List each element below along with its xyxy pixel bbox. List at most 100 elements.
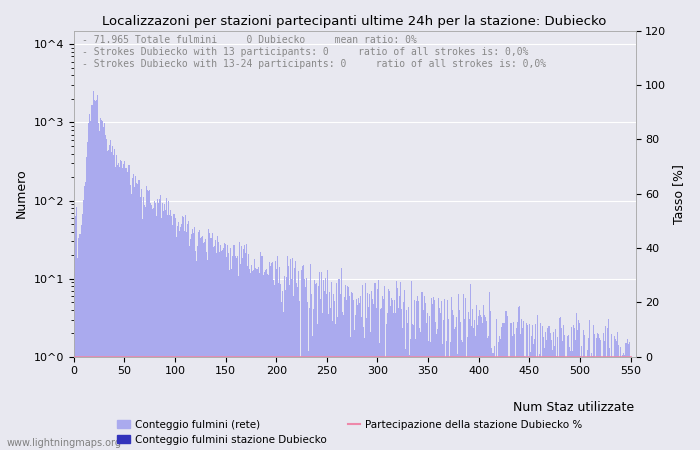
Bar [567, 336, 568, 450]
Bar [546, 340, 547, 450]
Bar [591, 353, 592, 450]
Bar [617, 332, 618, 450]
Bar [142, 219, 143, 450]
Bar [326, 293, 328, 450]
Bar [528, 324, 530, 450]
Bar [522, 328, 523, 450]
Bar [163, 212, 164, 450]
Bar [507, 315, 508, 450]
Bar [383, 299, 384, 450]
Bar [148, 191, 149, 450]
Bar [333, 294, 335, 450]
Bar [323, 280, 324, 450]
Bar [408, 306, 409, 450]
Bar [594, 357, 596, 450]
Bar [97, 122, 99, 450]
Bar [279, 267, 280, 450]
Bar [582, 357, 584, 450]
Bar [120, 160, 121, 450]
Bar [616, 341, 617, 450]
Bar [197, 246, 198, 450]
Bar [536, 357, 537, 450]
Bar [487, 338, 489, 450]
Bar [160, 195, 161, 450]
Bar [101, 120, 102, 450]
Bar [302, 266, 303, 450]
Bar [453, 315, 454, 450]
Bar [187, 224, 188, 450]
Bar [106, 151, 108, 450]
Bar [535, 324, 536, 450]
Bar [385, 357, 386, 450]
Bar [370, 332, 371, 450]
Bar [314, 280, 315, 450]
Bar [77, 258, 78, 450]
Bar [293, 296, 294, 450]
Bar [151, 205, 152, 450]
Bar [298, 271, 299, 450]
Bar [342, 315, 344, 450]
Bar [585, 357, 587, 450]
Bar [145, 207, 146, 450]
Bar [401, 309, 402, 450]
Bar [103, 126, 104, 450]
Bar [228, 253, 229, 450]
Bar [357, 306, 358, 450]
Bar [229, 270, 230, 450]
Bar [138, 180, 139, 450]
Bar [164, 204, 165, 450]
Bar [172, 225, 174, 450]
Bar [296, 283, 297, 450]
Bar [300, 357, 301, 450]
Bar [286, 277, 287, 450]
Bar [483, 305, 484, 450]
Bar [147, 190, 148, 450]
Bar [232, 256, 233, 450]
Bar [516, 328, 517, 450]
Bar [484, 315, 485, 450]
Bar [207, 260, 208, 450]
Bar [256, 269, 258, 450]
Bar [478, 316, 480, 450]
Bar [424, 302, 426, 450]
Bar [74, 243, 76, 450]
Bar [514, 357, 516, 450]
Bar [446, 341, 447, 450]
Bar [226, 257, 227, 450]
Bar [208, 229, 209, 450]
Y-axis label: Numero: Numero [15, 169, 28, 219]
Bar [86, 157, 88, 450]
Bar [439, 308, 440, 450]
Bar [110, 140, 111, 450]
Bar [388, 289, 389, 450]
Bar [132, 178, 133, 450]
Bar [550, 333, 551, 450]
Bar [624, 355, 625, 450]
Bar [225, 244, 226, 450]
Bar [441, 302, 442, 450]
Bar [260, 256, 262, 450]
Bar [330, 308, 331, 450]
Bar [501, 327, 503, 450]
Bar [201, 238, 202, 450]
Bar [321, 272, 322, 450]
Bar [104, 123, 105, 450]
Bar [294, 268, 295, 450]
Bar [253, 270, 255, 450]
Bar [368, 307, 369, 450]
Bar [344, 285, 346, 450]
Bar [283, 312, 284, 450]
Bar [90, 121, 92, 450]
Bar [465, 298, 466, 450]
Bar [474, 320, 475, 450]
Bar [126, 168, 127, 450]
Bar [569, 347, 570, 450]
Bar [123, 164, 124, 450]
Bar [262, 275, 264, 450]
Bar [305, 288, 306, 450]
Bar [369, 293, 370, 450]
Bar [482, 324, 483, 450]
Bar [451, 297, 452, 450]
Bar [592, 356, 593, 450]
Bar [573, 325, 575, 450]
